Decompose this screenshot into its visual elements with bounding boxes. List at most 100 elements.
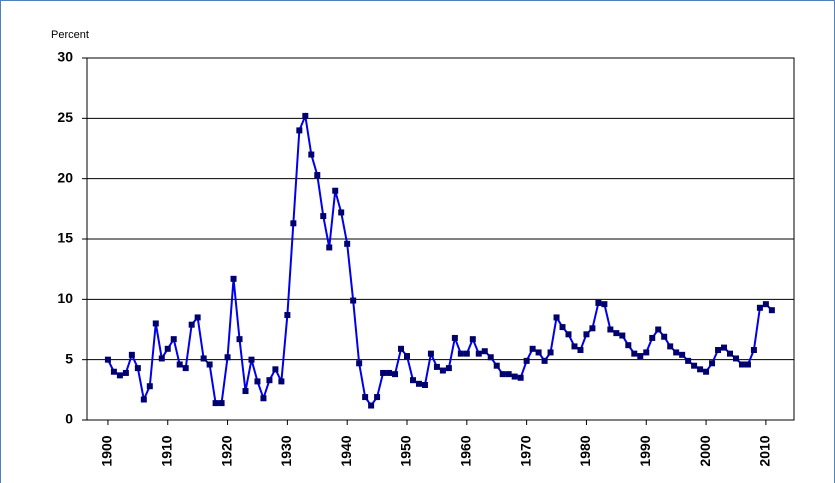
- point: [218, 400, 225, 407]
- x-tick-label: 1980: [577, 435, 593, 466]
- point: [368, 402, 375, 409]
- point: [631, 350, 638, 357]
- point: [571, 343, 578, 350]
- point: [637, 353, 644, 360]
- point: [200, 355, 207, 362]
- point: [553, 314, 560, 321]
- point: [487, 354, 494, 361]
- x-tick-label: 1920: [218, 435, 234, 466]
- point: [541, 357, 548, 364]
- point: [505, 371, 512, 378]
- point: [320, 213, 327, 220]
- point: [308, 151, 315, 158]
- point: [230, 275, 237, 282]
- y-tick-label: 30: [57, 49, 73, 65]
- point: [146, 383, 153, 390]
- point: [547, 349, 554, 356]
- x-tick-label: 1910: [158, 435, 174, 466]
- point: [655, 326, 662, 333]
- point: [613, 330, 620, 337]
- point: [673, 349, 680, 356]
- point: [481, 348, 488, 355]
- point: [726, 350, 733, 357]
- point: [188, 321, 195, 328]
- point: [643, 349, 650, 356]
- y-tick-label: 15: [57, 230, 73, 246]
- point: [709, 360, 716, 367]
- x-tick-label: 1990: [637, 435, 653, 466]
- point: [374, 394, 381, 401]
- point: [134, 365, 141, 372]
- y-tick-label: 10: [57, 290, 73, 306]
- point: [732, 355, 739, 362]
- point: [649, 334, 656, 341]
- point: [756, 304, 763, 311]
- point: [768, 307, 775, 314]
- point: [356, 360, 363, 367]
- point: [667, 343, 674, 350]
- point: [511, 373, 518, 380]
- point: [128, 351, 135, 358]
- point: [266, 377, 273, 384]
- point: [715, 347, 722, 354]
- point: [445, 365, 452, 372]
- x-tick-label: 2010: [757, 435, 773, 466]
- point: [290, 220, 297, 227]
- point: [595, 299, 602, 306]
- x-tick-label: 1970: [517, 435, 533, 466]
- point: [589, 325, 596, 332]
- point: [439, 367, 446, 374]
- point: [565, 331, 572, 338]
- point: [278, 378, 285, 385]
- point: [140, 396, 147, 403]
- point: [475, 350, 482, 357]
- point: [260, 395, 267, 402]
- point: [116, 372, 123, 379]
- point: [607, 326, 614, 333]
- point: [697, 366, 704, 373]
- point: [236, 336, 243, 343]
- point: [296, 127, 303, 134]
- point: [206, 361, 213, 368]
- point: [362, 394, 369, 401]
- point: [122, 369, 129, 376]
- point: [691, 362, 698, 369]
- point: [104, 356, 111, 363]
- point: [398, 345, 405, 352]
- x-tick-label: 2000: [697, 435, 713, 466]
- point: [661, 333, 668, 340]
- point: [499, 371, 506, 378]
- point: [619, 332, 626, 339]
- point: [302, 112, 309, 119]
- point: [164, 345, 171, 352]
- point: [194, 314, 201, 321]
- point: [182, 365, 189, 372]
- x-tick-label: 1950: [398, 435, 414, 466]
- x-tick-label: 1900: [99, 435, 115, 466]
- point: [386, 369, 393, 376]
- point: [433, 363, 440, 370]
- point: [529, 345, 536, 352]
- point: [469, 336, 476, 343]
- point: [415, 380, 422, 387]
- y-tick-label: 20: [57, 169, 73, 185]
- point: [535, 349, 542, 356]
- point: [242, 388, 249, 395]
- y-axis-label: Percent: [51, 29, 89, 41]
- point: [248, 356, 255, 363]
- y-tick-label: 25: [57, 109, 73, 125]
- y-tick-label: 5: [65, 350, 73, 366]
- point: [176, 361, 183, 368]
- point: [559, 324, 566, 331]
- point: [463, 350, 470, 357]
- x-tick-label: 1930: [278, 435, 294, 466]
- point: [679, 351, 686, 358]
- point: [152, 320, 159, 327]
- point: [344, 240, 351, 247]
- point: [380, 369, 387, 376]
- point: [427, 350, 434, 357]
- point: [404, 353, 411, 360]
- y-tick-label: 0: [65, 411, 73, 427]
- point: [457, 350, 464, 357]
